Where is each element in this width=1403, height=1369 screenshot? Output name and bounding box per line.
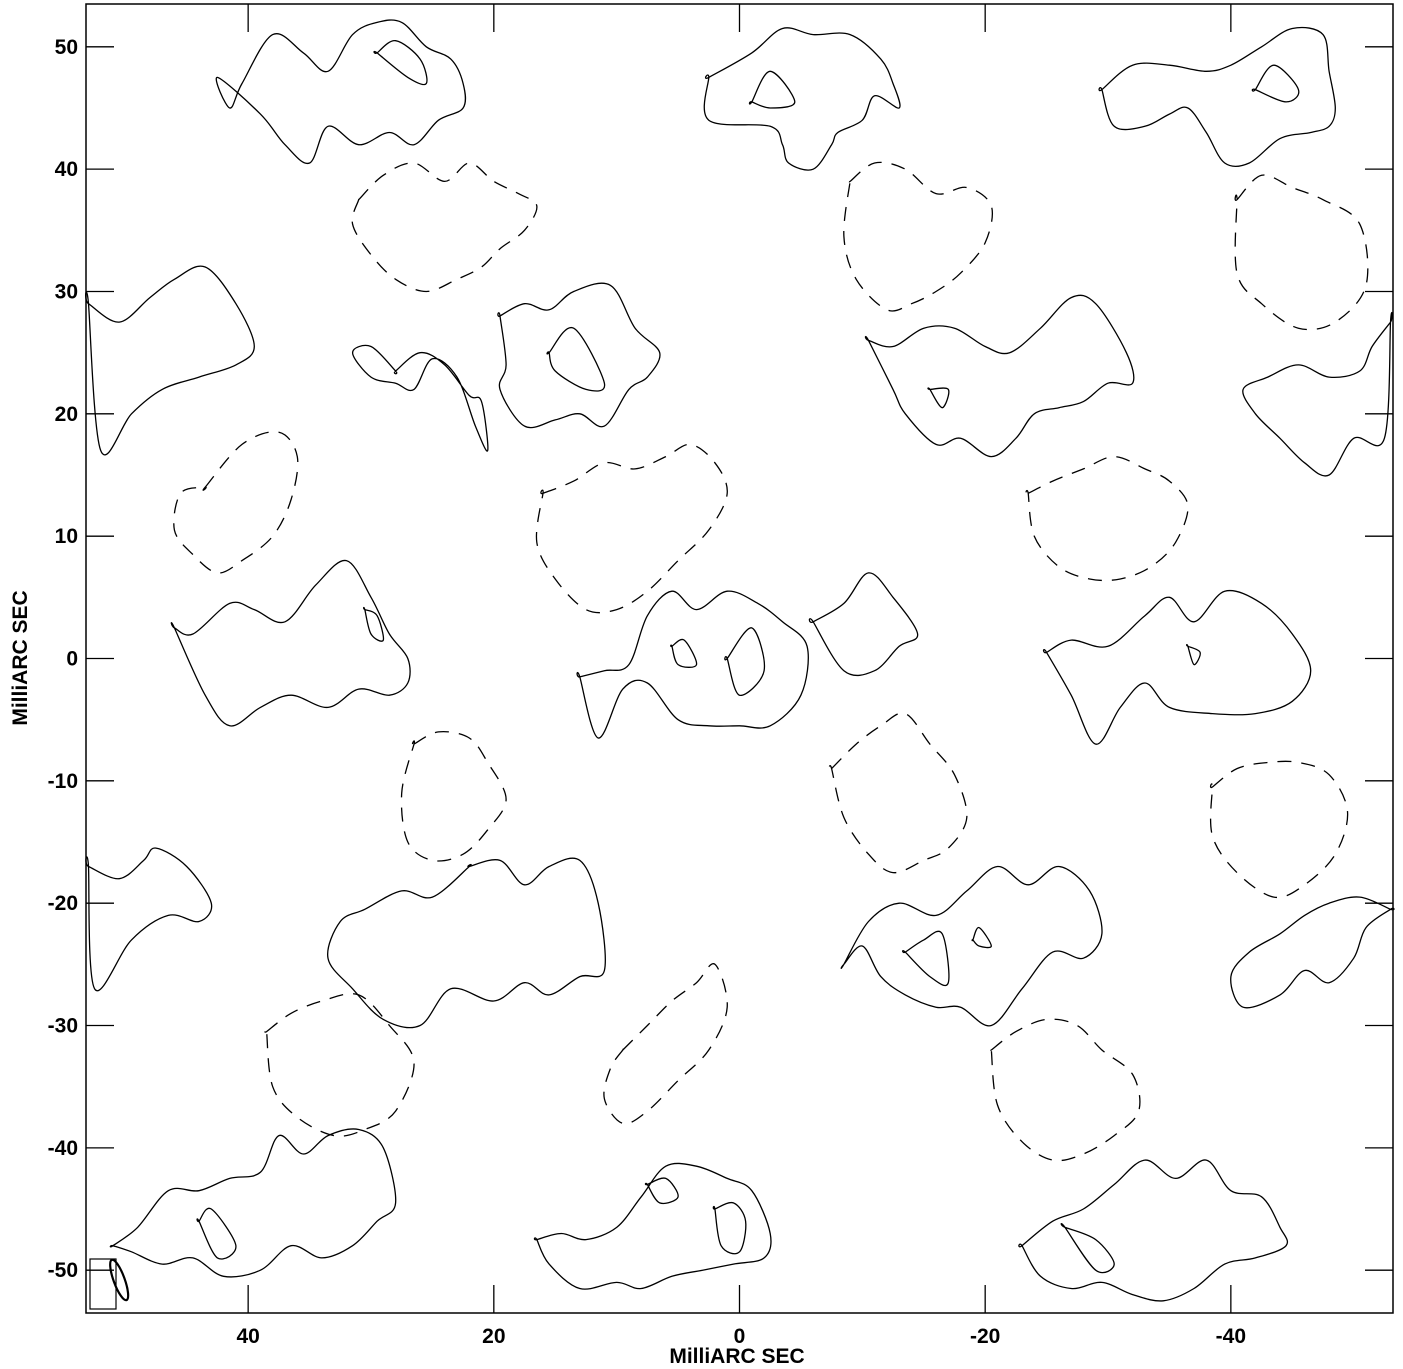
y-tick-label: -10	[48, 770, 78, 793]
positive-contour	[1098, 26, 1336, 168]
negative-contour	[603, 963, 728, 1125]
positive-contour	[533, 1162, 772, 1290]
negative-contour	[173, 431, 299, 574]
x-tick-label: 40	[236, 1325, 259, 1348]
positive-contour	[170, 559, 411, 727]
x-tick-label: -20	[970, 1325, 1000, 1348]
positive-contour	[373, 40, 428, 86]
x-tick-label: 0	[734, 1325, 746, 1348]
positive-contour	[1186, 643, 1201, 666]
negative-contour	[828, 712, 968, 874]
beam-ellipse	[109, 1258, 130, 1302]
negative-contour	[1234, 174, 1369, 331]
positive-contour	[351, 344, 489, 452]
y-tick-label: 30	[55, 280, 78, 303]
positive-contour	[748, 70, 796, 109]
positive-contour	[901, 930, 950, 987]
x-tick-label: -40	[1216, 1325, 1246, 1348]
positive-contour	[363, 606, 385, 642]
negative-contour	[535, 443, 728, 614]
positive-contour	[196, 1207, 237, 1260]
y-tick-label: -40	[48, 1137, 78, 1160]
contours	[85, 19, 1395, 1302]
y-tick-label: 50	[55, 36, 78, 59]
positive-contour	[576, 590, 809, 739]
positive-contour	[712, 1201, 747, 1255]
tick-marks	[86, 4, 1393, 1313]
negative-contour	[1209, 760, 1349, 899]
positive-contour	[864, 294, 1135, 458]
positive-contour	[109, 1128, 397, 1278]
tick-labels: 40 20 0 -20 -40 50 40 30 20 10 0 -10 -20 -30 -40 -50	[48, 36, 1246, 1348]
positive-contour	[927, 387, 950, 409]
y-tick-label: -30	[48, 1015, 78, 1038]
positive-contour	[644, 1177, 679, 1205]
negative-contour	[988, 1018, 1141, 1162]
positive-contour	[971, 926, 992, 949]
y-tick-label: 40	[55, 158, 78, 181]
positive-contour	[327, 857, 606, 1029]
positive-contour	[1242, 311, 1393, 477]
positive-contour	[840, 865, 1103, 1027]
x-tick-label: 20	[482, 1325, 505, 1348]
negative-contour	[351, 162, 538, 293]
y-tick-label: 10	[55, 525, 78, 548]
negative-contour	[843, 161, 994, 312]
positive-contour	[546, 326, 606, 392]
positive-contour	[1230, 896, 1395, 1009]
beam-frame	[89, 1258, 117, 1310]
y-tick-label: 20	[55, 403, 78, 426]
plot-frame	[85, 3, 1394, 1314]
positive-contour	[808, 572, 919, 677]
positive-contour	[1042, 589, 1312, 745]
negative-contour	[400, 731, 507, 862]
positive-contour	[724, 627, 766, 696]
positive-contour	[703, 27, 901, 171]
negative-contour	[263, 993, 415, 1137]
y-tick-label: -20	[48, 892, 78, 915]
positive-contour	[497, 282, 661, 429]
positive-contour	[1060, 1223, 1115, 1274]
x-axis-label: MilliARC SEC	[669, 1345, 804, 1368]
positive-contour	[1251, 64, 1300, 103]
positive-contour	[215, 19, 467, 165]
y-tick-label: 0	[66, 648, 78, 671]
positive-contour	[85, 847, 213, 992]
negative-contour	[1025, 455, 1189, 582]
y-axis-label: MilliARC SEC	[9, 590, 32, 725]
beam-box	[89, 1258, 130, 1310]
y-tick-label: -50	[48, 1259, 78, 1282]
positive-contour	[1018, 1159, 1289, 1302]
positive-contour	[670, 638, 698, 668]
positive-contour	[85, 265, 255, 456]
